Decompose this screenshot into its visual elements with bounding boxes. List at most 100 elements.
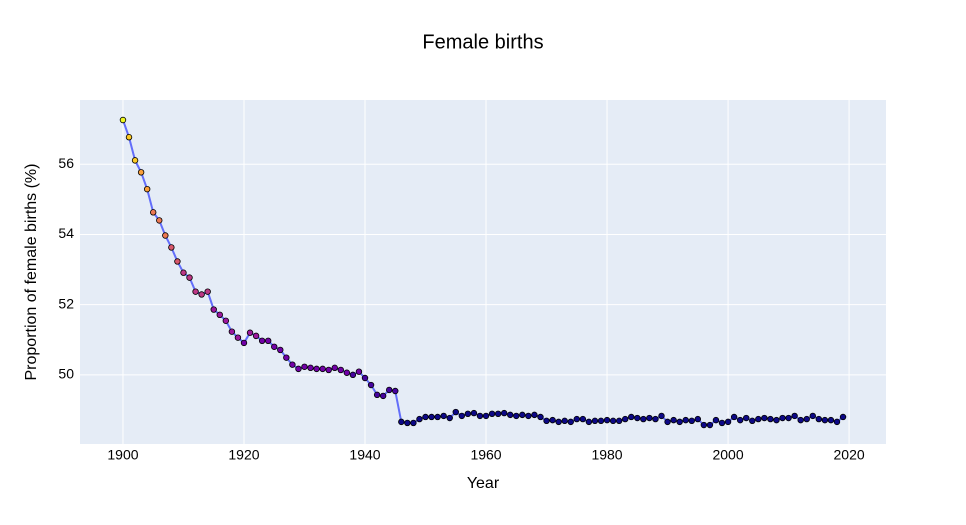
data-point [373, 391, 381, 399]
data-point [585, 418, 593, 426]
data-point [482, 412, 490, 420]
data-point [531, 411, 538, 419]
data-point [464, 410, 472, 418]
data-point [730, 413, 738, 421]
data-point [313, 365, 320, 373]
data-point [252, 332, 260, 340]
data-point [240, 339, 248, 347]
data-point [785, 414, 792, 422]
data-point [125, 134, 133, 141]
data-point [579, 415, 587, 423]
data-point [264, 337, 272, 344]
data-point [258, 337, 266, 344]
data-point [283, 354, 290, 361]
data-point [706, 421, 714, 429]
data-point [440, 412, 447, 420]
data-point [615, 417, 623, 425]
data-point [301, 363, 308, 370]
data-point [646, 414, 653, 422]
data-point [174, 258, 181, 265]
data-point [150, 209, 157, 216]
data-point [567, 418, 574, 426]
data-point [597, 417, 605, 425]
x-tick-label: 1960 [470, 447, 501, 463]
data-point [591, 417, 599, 425]
data-point [379, 392, 387, 400]
data-point [743, 414, 750, 422]
data-point [319, 365, 326, 373]
chart-title: Female births [422, 31, 543, 53]
data-point [682, 416, 689, 424]
data-point [736, 416, 744, 424]
data-point [809, 412, 816, 420]
data-point [289, 361, 296, 368]
data-point [404, 419, 411, 427]
data-point [488, 410, 496, 418]
data-point [791, 412, 798, 420]
data-point [718, 419, 726, 427]
data-point [676, 418, 683, 426]
data-point [833, 418, 841, 426]
data-point [410, 419, 417, 427]
data-point [271, 343, 278, 350]
data-point [603, 416, 611, 424]
data-point [803, 415, 810, 423]
data-point [180, 269, 187, 276]
data-point [470, 409, 478, 417]
data-point [519, 411, 526, 419]
data-point [494, 410, 502, 418]
data-point [361, 374, 369, 382]
data-point [331, 364, 338, 372]
data-point [573, 415, 580, 423]
data-point [428, 413, 435, 421]
data-point [749, 417, 756, 425]
data-point [119, 116, 127, 124]
x-tick-label: 1940 [349, 447, 380, 463]
data-point [724, 418, 732, 426]
data-point [525, 412, 532, 420]
data-point [228, 328, 236, 335]
data-point [355, 368, 363, 375]
data-point [700, 421, 708, 429]
data-point [761, 414, 768, 422]
x-tick-label: 1900 [107, 447, 138, 463]
data-point [186, 274, 193, 281]
data-point [137, 169, 145, 176]
data-point [513, 412, 520, 420]
data-point [210, 306, 217, 313]
data-point [537, 413, 544, 421]
data-point [797, 416, 804, 424]
data-point [609, 417, 617, 425]
data-point [295, 365, 302, 373]
data-point [767, 415, 774, 423]
data-point [634, 414, 641, 422]
data-point [143, 185, 151, 193]
y-tick-label: 50 [58, 366, 74, 382]
data-point [277, 346, 284, 354]
data-point [670, 416, 677, 424]
data-point [446, 414, 453, 422]
x-tick-label: 1980 [591, 447, 622, 463]
data-point [755, 415, 762, 423]
data-point [192, 288, 199, 295]
data-point [422, 413, 429, 421]
plot-area [80, 100, 886, 444]
data-point [543, 417, 550, 425]
data-point [555, 418, 562, 426]
data-point [549, 416, 556, 424]
data-point [307, 364, 314, 372]
x-tick-label: 2000 [712, 447, 743, 463]
data-point [821, 416, 829, 424]
x-tick-label: 2020 [834, 447, 865, 463]
data-point [452, 408, 459, 416]
data-point [246, 329, 254, 336]
data-point [712, 416, 720, 424]
data-point [234, 334, 242, 341]
data-point [398, 418, 405, 426]
data-point [156, 217, 163, 224]
data-point [416, 415, 423, 423]
data-point [337, 366, 345, 374]
y-axis-label: Proportion of female births (%) [23, 164, 40, 381]
